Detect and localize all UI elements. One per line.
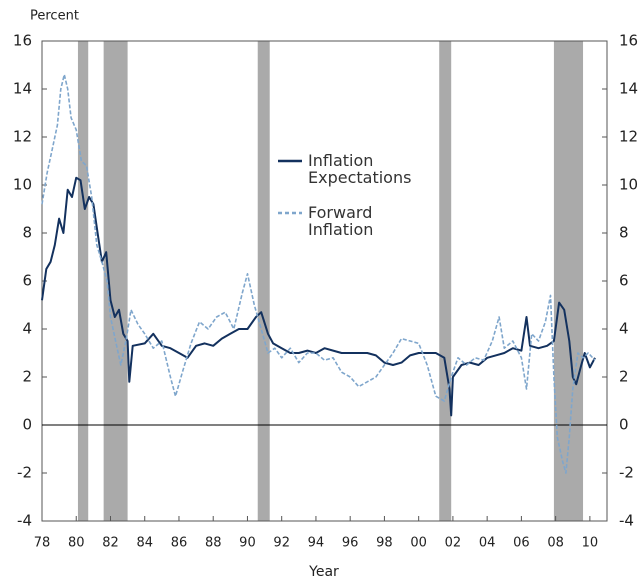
y2-tick-label: 8 (619, 224, 629, 242)
recession-band (439, 41, 452, 521)
y-tick-label: -2 (17, 464, 32, 482)
x-tick-label: 78 (34, 536, 51, 551)
x-tick-label: 10 (582, 536, 599, 551)
recession-band (103, 41, 128, 521)
y-tick-label: 16 (13, 32, 32, 50)
y-tick-label: 0 (22, 416, 32, 434)
legend-label: Forward Inflation (308, 203, 374, 239)
y2-tick-label: 16 (619, 32, 638, 50)
x-axis-label: Year (308, 564, 339, 580)
x-tick-label: 82 (102, 536, 119, 551)
y-tick-label: 6 (22, 272, 32, 290)
recession-band (257, 41, 270, 521)
x-tick-label: 90 (239, 536, 256, 551)
x-tick-label: 08 (547, 536, 564, 551)
y-tick-label: 2 (22, 368, 32, 386)
x-tick-label: 98 (376, 536, 393, 551)
x-tick-label: 02 (445, 536, 462, 551)
y2-tick-label: 6 (619, 272, 629, 290)
x-tick-label: 88 (205, 536, 222, 551)
y-tick-label: 8 (22, 224, 32, 242)
y2-tick-label: 14 (619, 80, 638, 98)
y-tick-label: 10 (13, 176, 32, 194)
x-tick-label: 00 (410, 536, 427, 551)
x-tick-label: 06 (513, 536, 530, 551)
y2-tick-label: 4 (619, 320, 629, 338)
y2-tick-label: 2 (619, 368, 629, 386)
series-line (41, 73, 596, 474)
y-tick-label: 14 (13, 80, 32, 98)
y-tick-label: -4 (17, 512, 32, 530)
x-tick-label: 92 (273, 536, 290, 551)
x-tick-label: 94 (308, 536, 325, 551)
legend-label: Inflation Expectations (308, 151, 412, 187)
y2-tick-label: -2 (619, 464, 634, 482)
y-tick-label: 12 (13, 128, 32, 146)
y2-tick-label: 0 (619, 416, 629, 434)
recession-band (77, 41, 89, 521)
y2-tick-label: -4 (619, 512, 634, 530)
x-tick-label: 84 (136, 536, 153, 551)
y-axis-label: Percent (30, 9, 79, 24)
x-tick-label: 04 (479, 536, 496, 551)
y2-tick-label: 12 (619, 128, 638, 146)
x-tick-label: 86 (171, 536, 188, 551)
y-tick-label: 4 (22, 320, 32, 338)
y2-tick-label: 10 (619, 176, 638, 194)
x-tick-label: 96 (342, 536, 359, 551)
x-tick-label: 80 (68, 536, 85, 551)
